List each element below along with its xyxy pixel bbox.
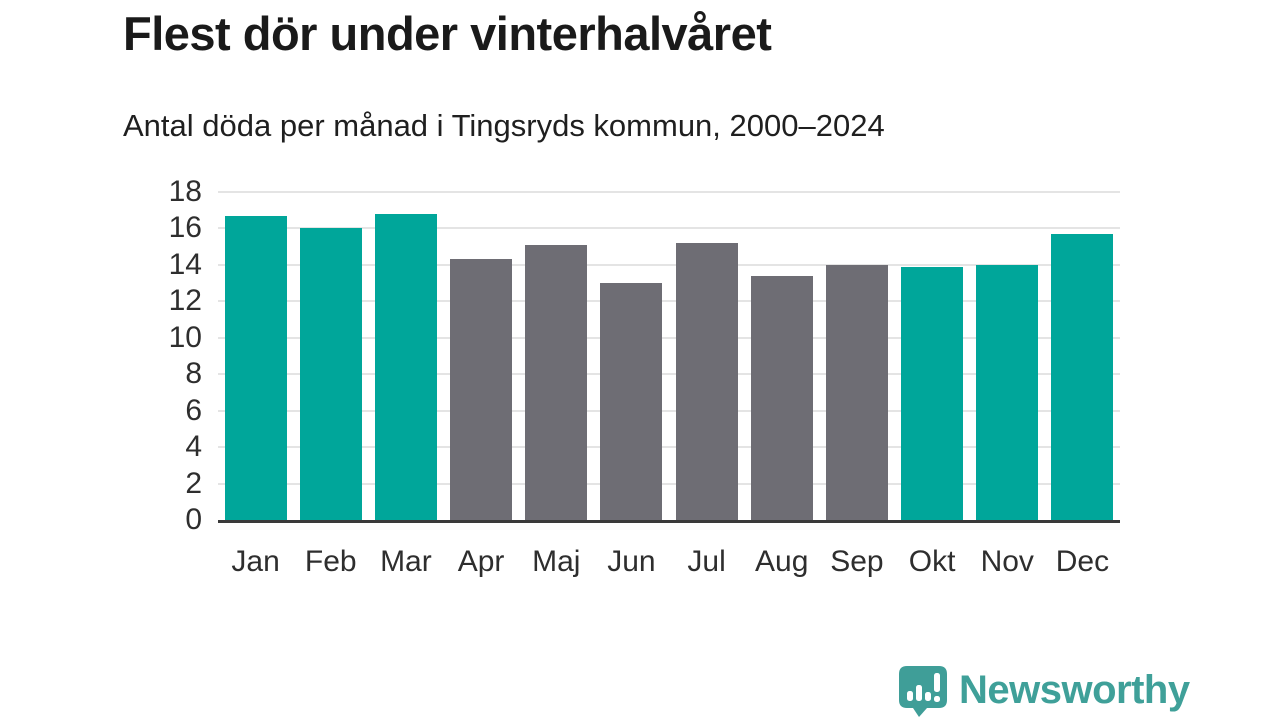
bar-dec <box>1051 233 1114 520</box>
gridline-16 <box>218 227 1120 230</box>
chart-title: Flest dör under vinterhalvåret <box>123 7 772 60</box>
brand-name: Newsworthy <box>959 668 1190 712</box>
x-tick-label-jun: Jun <box>607 545 656 578</box>
x-tick-label-maj: Maj <box>532 545 581 578</box>
y-tick-label-12: 12 <box>168 284 202 318</box>
bar-slot-feb <box>293 192 368 520</box>
bar-slot-maj <box>519 192 594 520</box>
y-tick-label-18: 18 <box>168 175 202 208</box>
bar-aug <box>750 275 813 520</box>
bar-slot-okt <box>895 192 970 520</box>
gridline-4 <box>218 446 1120 449</box>
bar-sep <box>825 264 888 520</box>
bar-okt <box>901 266 964 520</box>
gridline-18 <box>218 191 1120 193</box>
bar-slot-nov <box>970 192 1045 520</box>
brand-footer: Newsworthy <box>897 663 1190 718</box>
bar-jun <box>600 283 663 520</box>
bar-slot-apr <box>444 192 519 520</box>
x-tick-label-jan: Jan <box>231 545 280 578</box>
plot-area <box>218 191 1120 523</box>
x-tick-label-okt: Okt <box>908 545 956 578</box>
gridline-12 <box>218 300 1120 303</box>
gridline-10 <box>218 336 1120 339</box>
gridline-6 <box>218 409 1120 412</box>
bar-mar <box>374 213 437 520</box>
bar-jul <box>675 243 738 520</box>
y-tick-label-6: 6 <box>185 393 202 427</box>
bar-slot-mar <box>368 192 443 520</box>
y-tick-label-4: 4 <box>185 430 202 464</box>
x-tick-label-mar: Mar <box>380 545 432 578</box>
y-tick-label-8: 8 <box>185 357 202 391</box>
x-tick-label-dec: Dec <box>1055 545 1110 578</box>
chart-subtitle: Antal döda per månad i Tingsryds kommun,… <box>123 108 885 143</box>
newsworthy-logo-icon <box>897 664 949 717</box>
x-tick-label-nov: Nov <box>980 545 1034 578</box>
x-tick-label-jul: Jul <box>687 545 726 578</box>
bar-slot-jun <box>594 192 669 520</box>
gridline-2 <box>218 482 1120 485</box>
bar-nov <box>976 264 1039 520</box>
bar-apr <box>450 259 513 520</box>
y-tick-label-2: 2 <box>185 466 202 500</box>
x-tick-label-apr: Apr <box>457 545 505 578</box>
bar-slot-jul <box>669 192 744 520</box>
y-tick-label-0: 0 <box>185 503 202 536</box>
bar-feb <box>299 228 362 520</box>
bar-slot-jan <box>218 192 293 520</box>
bar-jan <box>224 215 287 520</box>
y-tick-label-14: 14 <box>168 247 202 281</box>
x-tick-label-feb: Feb <box>304 545 357 578</box>
bar-slot-dec <box>1045 192 1120 520</box>
bar-slot-aug <box>744 192 819 520</box>
bar-slot-sep <box>819 192 894 520</box>
y-tick-label-16: 16 <box>168 211 202 245</box>
gridline-8 <box>218 373 1120 376</box>
bar-maj <box>525 244 588 520</box>
x-tick-label-sep: Sep <box>830 545 884 578</box>
gridline-14 <box>218 263 1120 266</box>
y-tick-label-10: 10 <box>168 320 202 354</box>
x-tick-label-aug: Aug <box>755 545 809 578</box>
